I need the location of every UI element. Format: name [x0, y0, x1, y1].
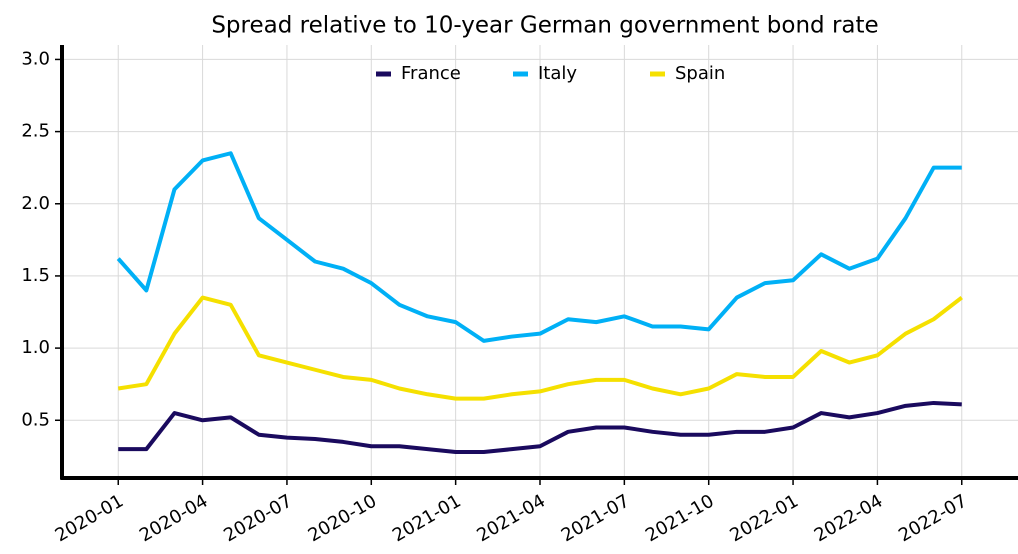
legend-label: France — [401, 63, 461, 84]
series-line — [116, 151, 962, 343]
x-tick-label: 2020-04 — [136, 490, 212, 546]
x-tick-label: 2021-04 — [473, 490, 549, 546]
x-tick-label: 2021-01 — [389, 490, 465, 546]
y-tick-label: 1.0 — [21, 337, 50, 358]
series-line — [117, 295, 963, 401]
legend-label: Spain — [675, 63, 725, 84]
x-tick-label: 2022-04 — [811, 490, 887, 546]
x-tick-label: 2020-07 — [220, 490, 296, 546]
x-tick-label: 2022-01 — [726, 490, 802, 546]
chart-title: Spread relative to 10-year German govern… — [211, 13, 878, 39]
series-line — [118, 400, 962, 455]
x-tick-label: 2022-07 — [895, 490, 971, 546]
x-tick-label: 2020-01 — [52, 490, 128, 546]
lines — [116, 151, 963, 455]
y-tick-label: 0.5 — [21, 409, 50, 430]
x-tick-label: 2020-10 — [305, 490, 381, 546]
y-tick-label: 2.5 — [21, 121, 50, 142]
y-tick-label: 1.5 — [21, 265, 50, 286]
y-tick-label: 3.0 — [21, 48, 50, 69]
x-tick-label: 2021-07 — [558, 490, 634, 546]
grid — [62, 45, 1018, 478]
x-tick-label: 2021-10 — [642, 490, 718, 546]
y-tick-label: 2.0 — [21, 193, 50, 214]
legend-label: Italy — [538, 63, 577, 84]
